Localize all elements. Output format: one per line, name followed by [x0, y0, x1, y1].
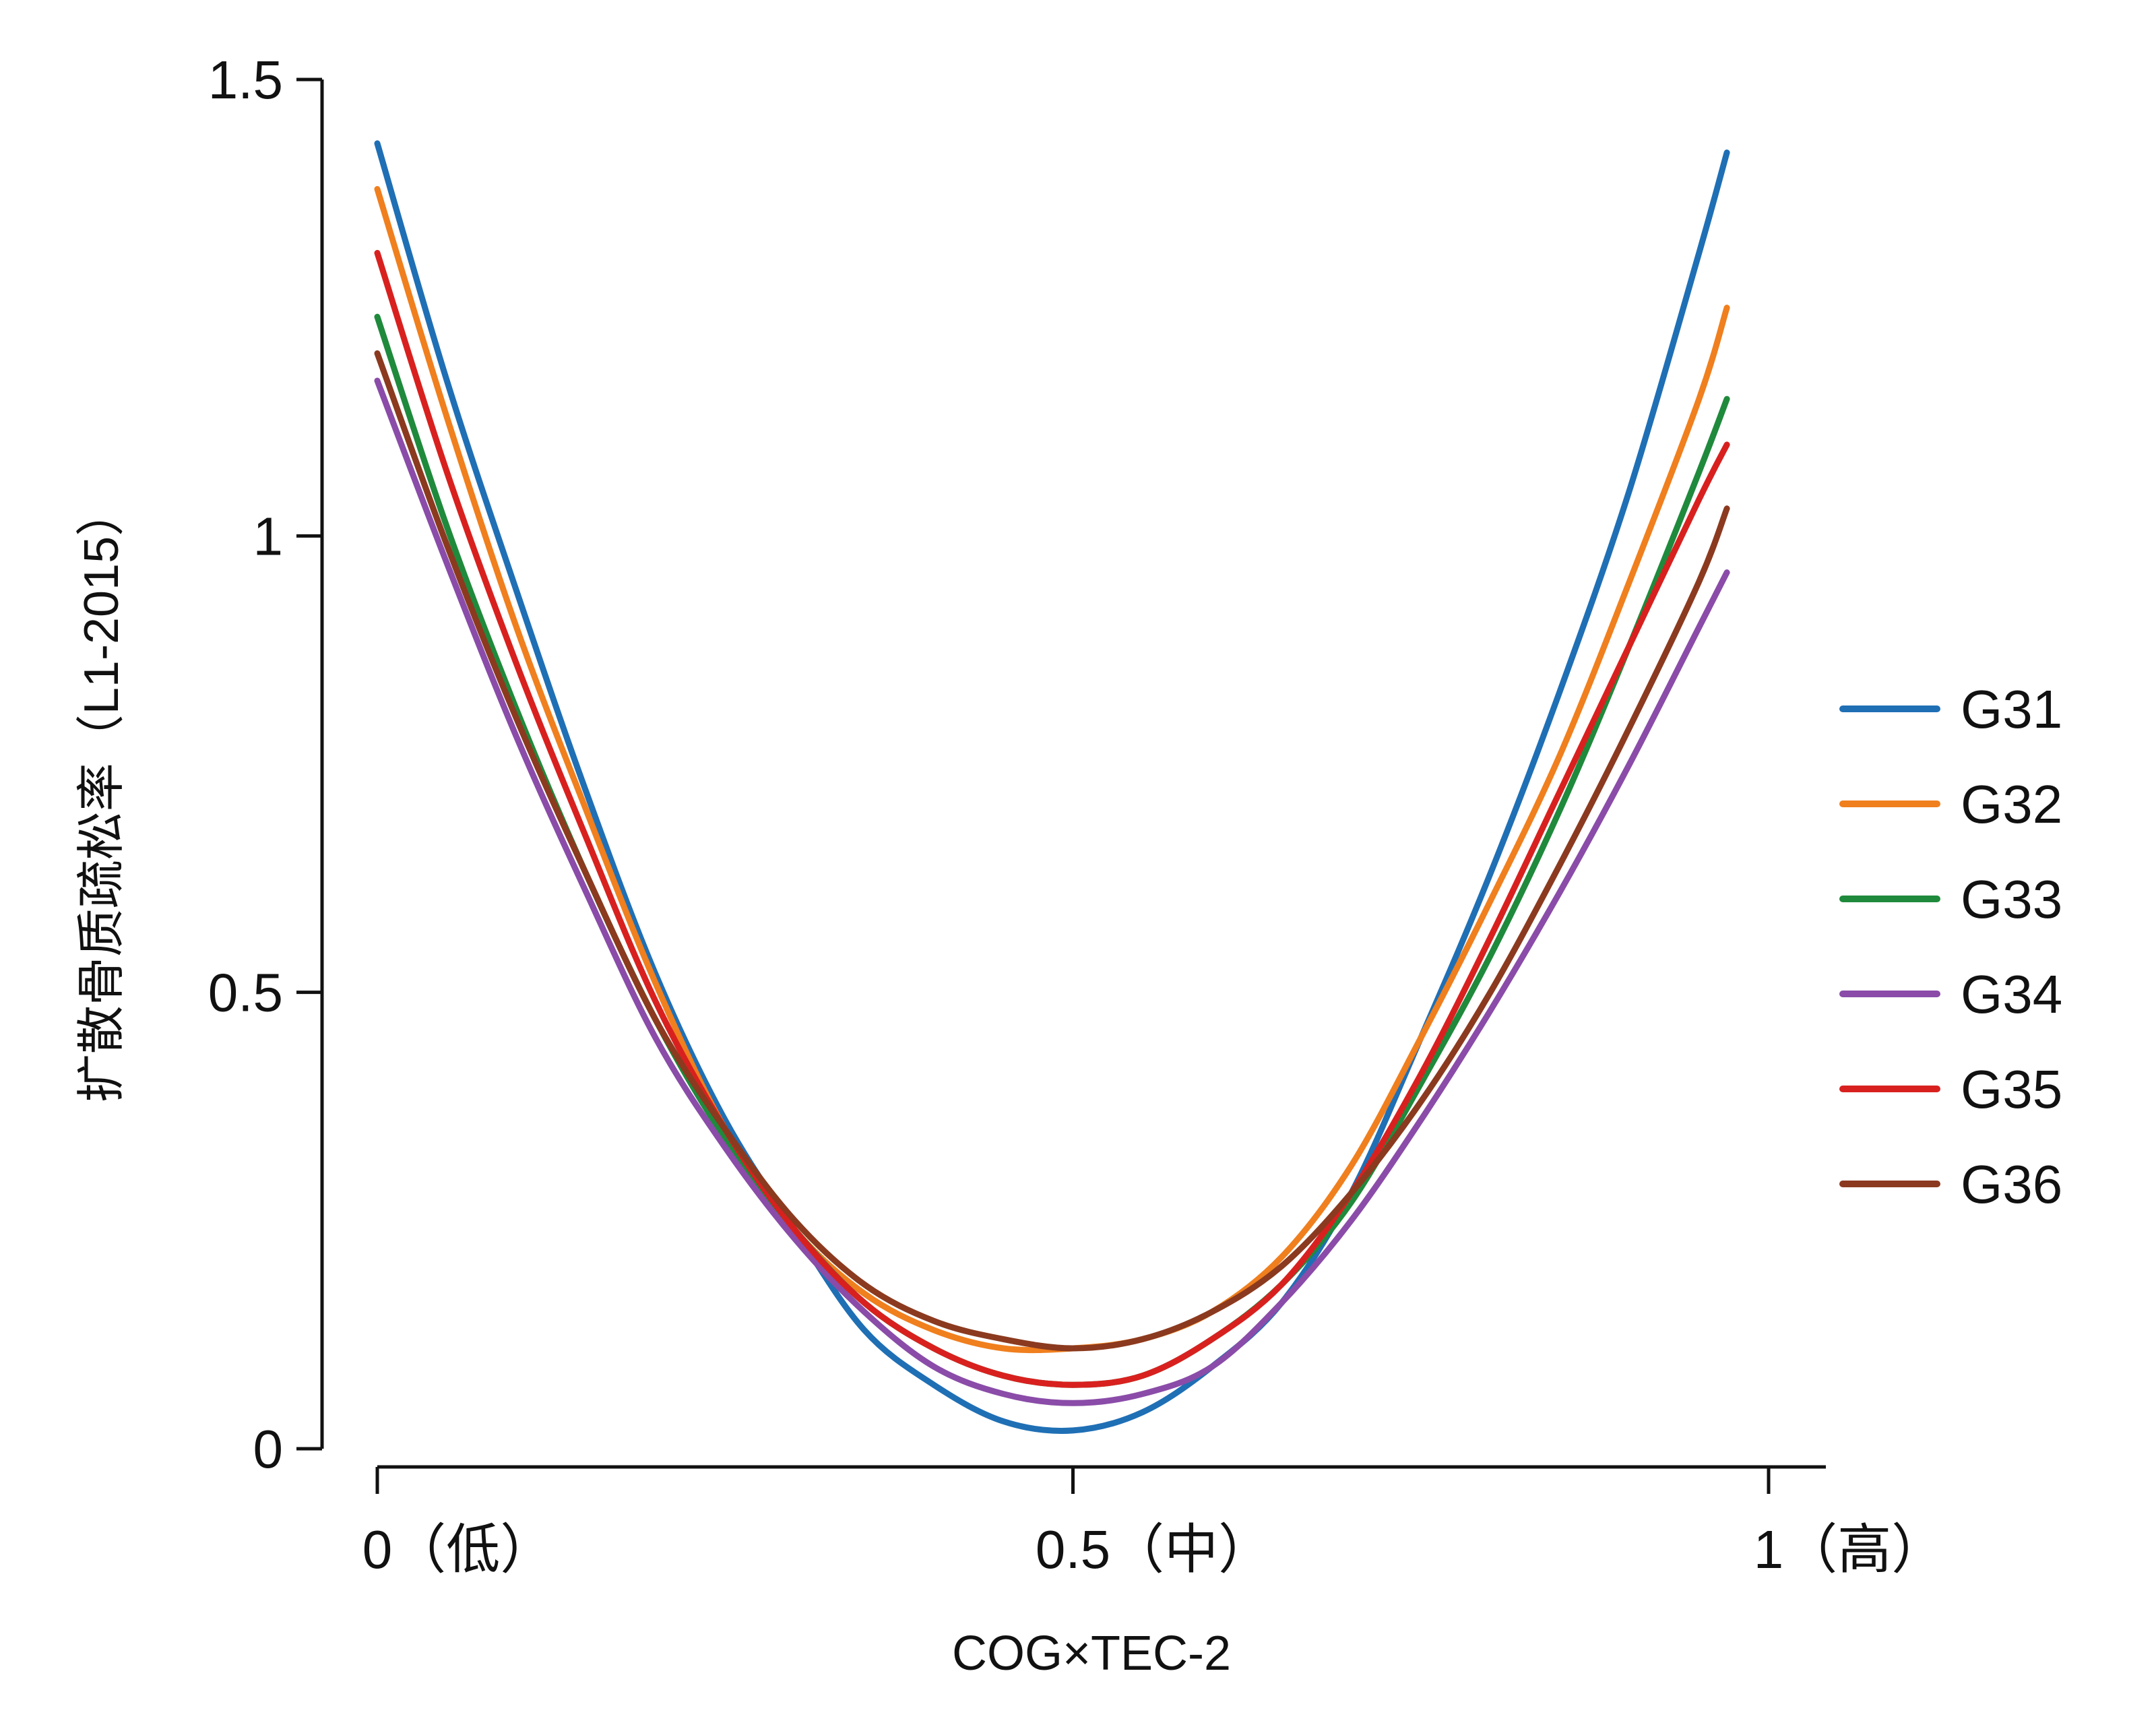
series-lines [374, 140, 1730, 1434]
legend-label: G32 [1961, 774, 2062, 834]
legend-item: G36 [1839, 1154, 2062, 1214]
y-ticks: 0 0.5 1 1.5 [208, 50, 322, 1479]
series-line-g34 [374, 377, 1730, 1406]
y-tick-label: 0 [253, 1419, 284, 1479]
series-line-g35 [374, 249, 1730, 1388]
legend-label: G31 [1961, 679, 2062, 739]
y-axis-label: 扩散骨质疏松率（L1-2015） [75, 488, 129, 1102]
x-tick-label: 0.5（中） [1036, 1519, 1272, 1579]
legend-item: G35 [1839, 1059, 2062, 1119]
legend-item: G31 [1839, 679, 2062, 739]
x-tick-label: 0（低） [362, 1519, 554, 1579]
y-tick-label: 0.5 [208, 963, 283, 1023]
series-line-g33 [374, 313, 1730, 1388]
legend-item: G34 [1839, 964, 2062, 1024]
legend-label: G33 [1961, 869, 2062, 929]
legend-label: G34 [1961, 964, 2062, 1024]
x-axis-label: COG×TEC-2 [952, 1627, 1231, 1681]
y-tick-label: 1.5 [208, 50, 283, 110]
x-ticks: 0（低） 0.5（中） 1（高） [362, 1467, 1946, 1579]
legend-label: G36 [1961, 1154, 2062, 1214]
y-tick-label: 1 [253, 506, 284, 566]
legend-label: G35 [1961, 1059, 2062, 1119]
legend: G31 G32 G33 G34 G35 G36 [1839, 679, 2062, 1214]
series-line-g36 [374, 350, 1730, 1352]
series-line-g31 [374, 140, 1730, 1434]
x-tick-label: 1（高） [1754, 1519, 1946, 1579]
axes: 0 0.5 1 1.5 0（低） 0.5（中） 1（高） [208, 50, 1945, 1579]
legend-item: G32 [1839, 774, 2062, 834]
legend-item: G33 [1839, 869, 2062, 929]
